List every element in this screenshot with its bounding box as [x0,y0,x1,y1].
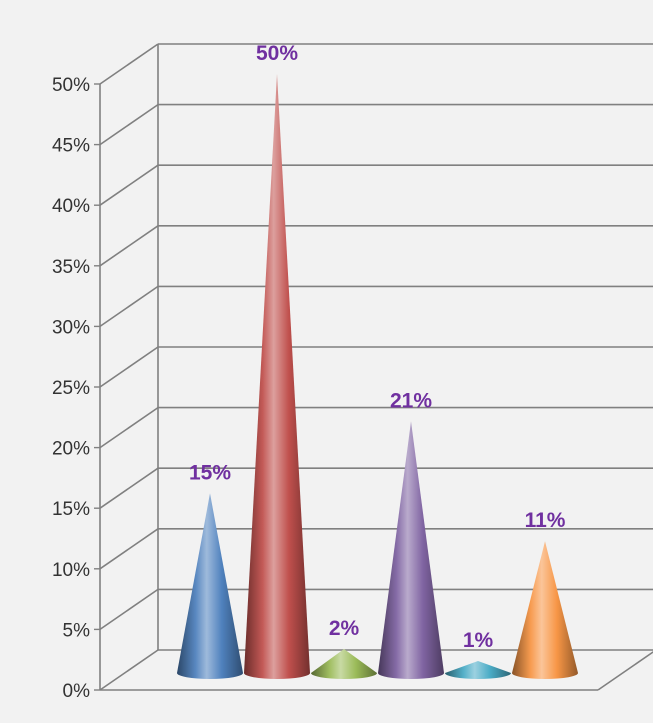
y-tick-label: 50% [52,75,90,96]
y-axis: 0% 5% 10% 15% 20% 25% 30% 35% 40% 45% 50% [52,75,101,702]
cone-bar [512,541,578,679]
data-label: 2% [329,617,360,640]
y-tick-label: 45% [52,136,90,157]
y-tick-label: 30% [52,317,90,338]
data-label: 1% [463,629,494,652]
y-tick-label: 40% [52,196,90,217]
cone-bar [378,421,444,679]
gridline-diagonal [99,164,159,206]
y-tick-label: 15% [52,499,90,520]
data-labels: 15% 50% 2% 21% 1% 11% [189,42,566,652]
y-tick-label: 25% [52,378,90,399]
y-tick-label: 10% [52,560,90,581]
cone-bar [244,74,310,679]
gridline-diagonal [99,346,159,388]
y-tick-label: 35% [52,257,90,278]
gridline-diagonal [99,588,159,631]
cone-bar [445,661,511,679]
data-label: 15% [189,461,231,484]
plot-area [177,74,578,679]
gridline-diagonal [99,225,159,267]
y-tick-label: 5% [63,620,91,641]
gridline-diagonal [99,528,159,570]
gridline-diagonal [99,467,159,509]
gridline-diagonal [99,103,159,146]
data-label: 50% [256,42,298,65]
y-tick-label: 0% [63,681,91,702]
cone-bar [177,493,243,679]
y-tick-label: 20% [52,439,90,460]
data-label: 11% [525,509,566,532]
gridline-diagonal [99,43,159,85]
gridline-diagonal [99,285,159,328]
gridline-diagonal [99,649,159,691]
cone-bar [311,649,377,679]
gridline-diagonal [99,406,159,449]
grid [99,43,653,691]
data-label: 21% [390,389,432,412]
floor-side-edge [597,651,653,691]
